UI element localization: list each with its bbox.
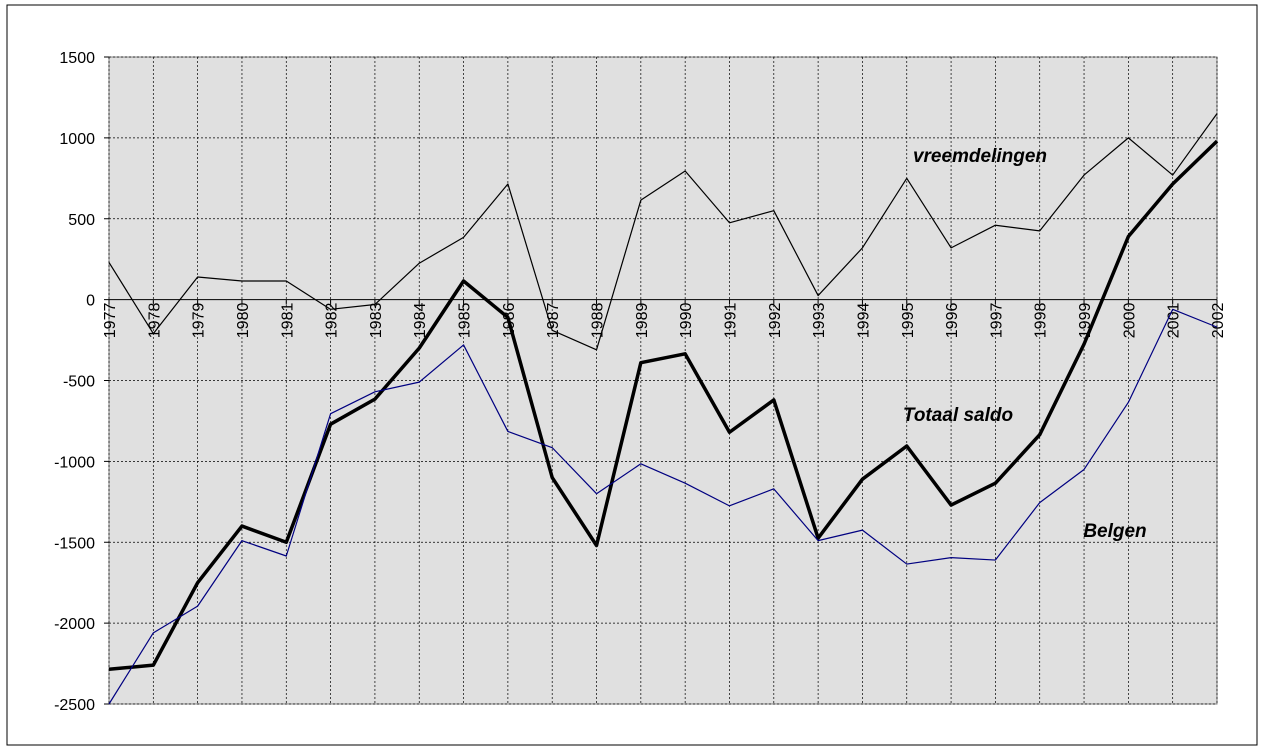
y-tick-label: -2000 — [54, 616, 95, 633]
x-tick-label: 1981 — [279, 303, 296, 339]
x-tick-label: 1984 — [412, 303, 429, 339]
y-tick-label: -2500 — [54, 697, 95, 714]
x-tick-label: 1991 — [722, 303, 739, 339]
x-tick-label: 1992 — [767, 303, 784, 339]
series-line — [108, 139, 1219, 671]
x-tick-label: 2002 — [1210, 303, 1227, 339]
x-tick-label: 1987 — [545, 303, 562, 339]
series-label: vreemdelingen — [913, 146, 1047, 167]
x-tick-label: 1999 — [1077, 303, 1094, 339]
x-tick-label: 2001 — [1166, 303, 1183, 339]
series-line — [108, 308, 1218, 705]
y-tick-label: 1500 — [59, 50, 95, 67]
x-tick-label: 1994 — [855, 303, 872, 339]
x-tick-label: 1983 — [368, 303, 385, 339]
y-tick-label: 500 — [68, 212, 95, 229]
x-tick-label: 1990 — [678, 303, 695, 339]
y-tick-label: -500 — [63, 374, 95, 391]
x-tick-label: 1989 — [634, 303, 651, 339]
x-tick-label: 1977 — [102, 303, 119, 339]
y-tick-label: 1000 — [59, 131, 95, 148]
x-tick-label: 1978 — [146, 303, 163, 339]
x-tick-label: 1982 — [324, 303, 341, 339]
series-label: Totaal saldo — [903, 405, 1013, 426]
y-tick-label: -1500 — [54, 535, 95, 552]
y-tick-label: 0 — [86, 293, 95, 310]
x-tick-label: 1988 — [590, 303, 607, 339]
x-tick-label: 1985 — [457, 303, 474, 339]
x-tick-label: 1980 — [235, 303, 252, 339]
series-label: Belgen — [1083, 521, 1146, 542]
x-tick-label: 2000 — [1121, 303, 1138, 339]
x-tick-label: 1998 — [1033, 303, 1050, 339]
series-line — [108, 113, 1218, 351]
x-tick-label: 1997 — [988, 303, 1005, 339]
y-tick-label: -1000 — [54, 454, 95, 471]
x-tick-label: 1993 — [811, 303, 828, 339]
x-tick-label: 1996 — [944, 303, 961, 339]
x-tick-label: 1995 — [900, 303, 917, 339]
x-tick-label: 1979 — [191, 303, 208, 339]
